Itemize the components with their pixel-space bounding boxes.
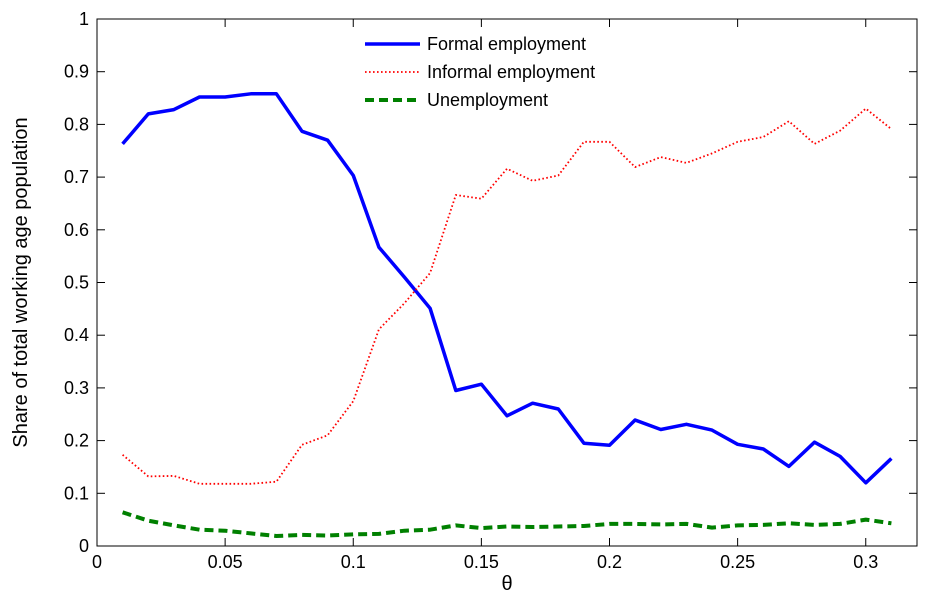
series-line-unemployment <box>121 510 892 538</box>
x-tick-label: 0.2 <box>597 552 622 572</box>
legend-label-informal-employment: Informal employment <box>427 62 595 82</box>
y-tick-label: 0.9 <box>64 62 89 82</box>
y-tick-label: 0 <box>79 536 89 556</box>
y-tick-label: 0.3 <box>64 378 89 398</box>
y-tick-label: 0.6 <box>64 220 89 240</box>
y-tick-label: 0.7 <box>64 167 89 187</box>
y-tick-label: 1 <box>79 9 89 29</box>
series-layer <box>121 92 893 538</box>
legend: Formal employment Informal employment Unem… <box>365 34 595 110</box>
y-tick-label: 0.2 <box>64 431 89 451</box>
x-tick-label: 0.25 <box>720 552 755 572</box>
y-tick-label: 0.1 <box>64 483 89 503</box>
y-tick-label: 0.4 <box>64 325 89 345</box>
x-tick-label: 0.1 <box>341 552 366 572</box>
ticks: 0 0.05 0.1 0.15 0.2 0.25 0.3 0 0.1 0.2 0.3 0.4 0.5 0.… <box>64 9 917 572</box>
x-tick-label: 0.15 <box>464 552 499 572</box>
y-tick-label: 0.8 <box>64 114 89 134</box>
x-tick-label: 0 <box>92 552 102 572</box>
x-tick-label: 0.3 <box>853 552 878 572</box>
series-line-formal-employment <box>121 92 893 485</box>
y-tick-label: 0.5 <box>64 273 89 293</box>
x-axis-label: θ <box>501 573 512 593</box>
legend-label-formal-employment: Formal employment <box>427 34 586 54</box>
x-tick-label: 0.05 <box>208 552 243 572</box>
y-axis-label: Share of total working age population <box>10 117 32 447</box>
legend-label-unemployment: Unemployment <box>427 90 548 110</box>
series-line-informal-employment <box>122 107 892 485</box>
